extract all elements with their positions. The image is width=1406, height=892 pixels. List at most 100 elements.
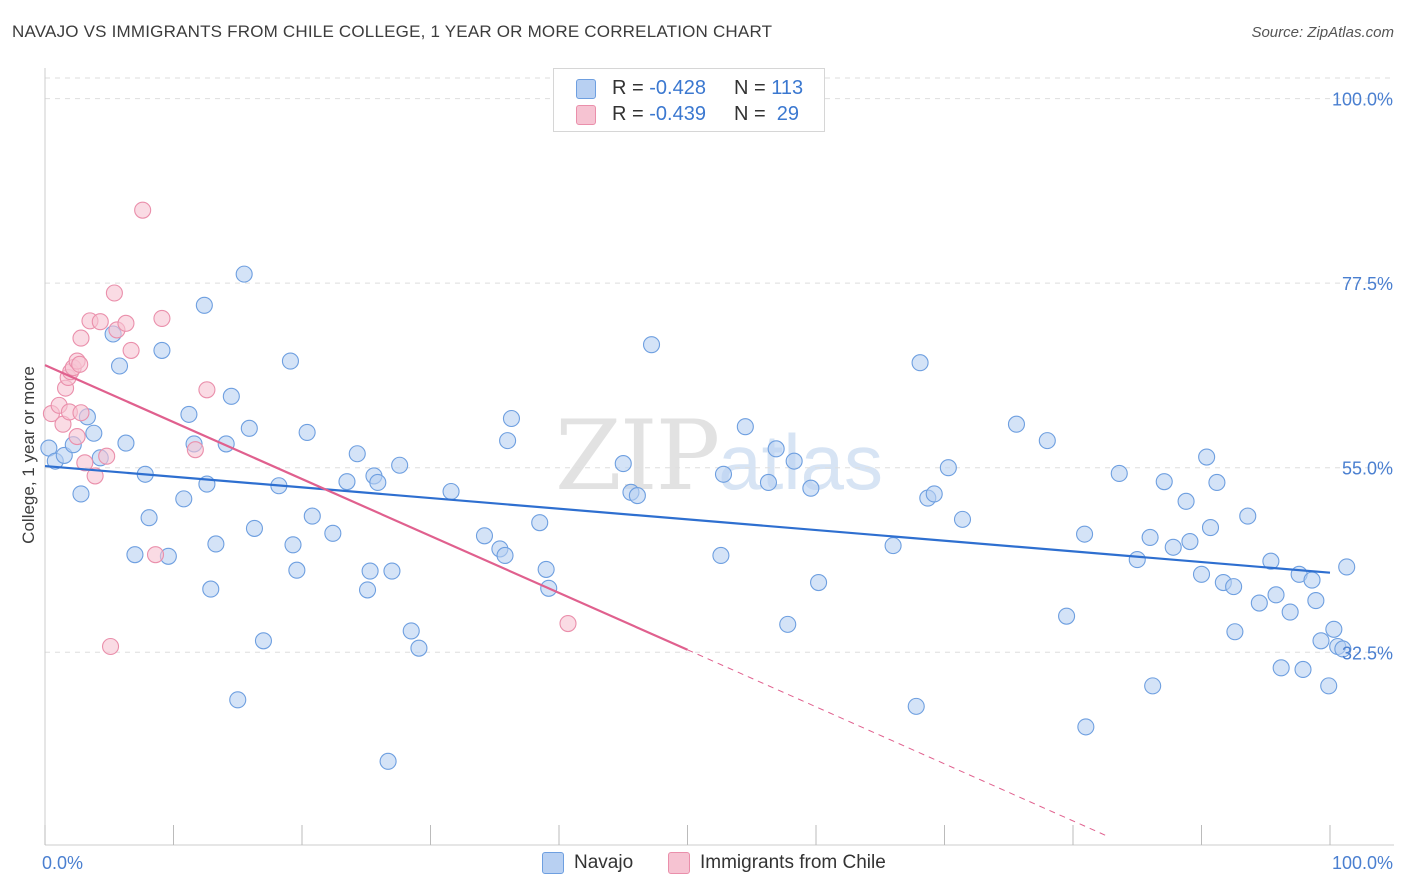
legend-row-navajo: R = -0.428 N = 113 bbox=[554, 75, 824, 101]
navajo-point bbox=[712, 546, 730, 565]
navajo-point bbox=[383, 562, 401, 580]
navajo-point bbox=[767, 440, 785, 458]
navajo-legend-swatch bbox=[542, 852, 564, 874]
legend-item-navajo[interactable]: Navajo bbox=[542, 852, 633, 874]
navajo-point bbox=[925, 485, 943, 503]
chart-title: NAVAJO VS IMMIGRANTS FROM CHILE COLLEGE,… bbox=[12, 22, 773, 41]
navajo-point bbox=[1077, 718, 1095, 736]
navajo-point bbox=[175, 490, 193, 508]
navajo-point bbox=[202, 580, 220, 598]
navajo-point bbox=[180, 405, 198, 423]
navajo-point bbox=[1250, 594, 1268, 612]
navajo-point bbox=[1239, 507, 1257, 525]
navajo-point bbox=[391, 456, 409, 474]
navajo-point bbox=[410, 639, 428, 657]
chile-point bbox=[198, 381, 216, 399]
navajo-point bbox=[1144, 677, 1162, 695]
navajo-point bbox=[1312, 632, 1330, 650]
navajo-point bbox=[195, 296, 213, 314]
navajo-point bbox=[714, 465, 733, 483]
legend-label-chile: Immigrants from Chile bbox=[700, 852, 886, 874]
navajo-point bbox=[110, 357, 129, 375]
navajo-point bbox=[1303, 571, 1321, 589]
y-tick-label: 55.0% bbox=[1342, 459, 1393, 479]
navajo-point bbox=[1128, 551, 1146, 569]
navajo-point bbox=[736, 418, 754, 436]
navajo-point bbox=[235, 265, 253, 283]
navajo-point bbox=[1192, 565, 1211, 583]
navajo-point bbox=[531, 514, 549, 532]
chile-point bbox=[153, 309, 171, 327]
navajo-point bbox=[288, 561, 306, 579]
navajo-point bbox=[1038, 432, 1056, 450]
navajo-point bbox=[1076, 525, 1094, 543]
navajo-point bbox=[911, 354, 929, 372]
chile-point bbox=[122, 341, 140, 359]
legend-row-chile: R = -0.439 N = 29 bbox=[554, 101, 824, 127]
source-label: Source: ZipAtlas.com bbox=[1251, 24, 1394, 41]
navajo-point bbox=[939, 459, 957, 477]
navajo-point bbox=[240, 419, 258, 437]
navajo-point bbox=[442, 482, 460, 501]
chile-trend-line bbox=[44, 364, 688, 651]
navajo-point bbox=[153, 341, 171, 359]
navajo-point bbox=[1307, 592, 1325, 610]
chile-points bbox=[42, 201, 577, 656]
chile-point bbox=[559, 614, 577, 633]
chile-point bbox=[105, 284, 123, 302]
navajo-point bbox=[1110, 464, 1128, 482]
n-label: N = bbox=[734, 103, 772, 125]
navajo-point bbox=[303, 507, 321, 525]
navajo-point bbox=[1226, 623, 1244, 641]
navajo-point bbox=[475, 527, 494, 545]
y-tick-label: 77.5% bbox=[1342, 274, 1393, 294]
n-value: 113 bbox=[771, 77, 804, 99]
chile-point bbox=[76, 454, 94, 472]
chile-point bbox=[117, 314, 135, 332]
chile-legend-swatch bbox=[668, 852, 690, 874]
chile-point bbox=[134, 201, 152, 219]
navajo-point bbox=[1272, 659, 1290, 677]
chile-point bbox=[91, 313, 109, 331]
navajo-point bbox=[254, 632, 273, 650]
legend-item-chile[interactable]: Immigrants from Chile bbox=[668, 852, 886, 874]
chile-swatch bbox=[576, 105, 596, 125]
navajo-point bbox=[1208, 473, 1226, 492]
navajo-point bbox=[1262, 552, 1280, 570]
navajo-point bbox=[1281, 603, 1299, 621]
navajo-point bbox=[785, 452, 803, 470]
y-tick-label: 32.5% bbox=[1342, 643, 1393, 663]
navajo-point bbox=[72, 485, 90, 503]
navajo-point bbox=[628, 487, 646, 505]
navajo-point bbox=[402, 622, 420, 640]
navajo-point bbox=[281, 352, 299, 370]
chile-point bbox=[98, 447, 116, 465]
navajo-point bbox=[1141, 528, 1159, 546]
navajo-point bbox=[1325, 620, 1343, 638]
r-value: -0.428 bbox=[649, 77, 706, 99]
navajo-point bbox=[222, 387, 240, 405]
legend-label-navajo: Navajo bbox=[574, 852, 634, 874]
chile-point bbox=[86, 467, 104, 485]
navajo-point bbox=[338, 473, 356, 491]
navajo-point bbox=[759, 473, 778, 492]
navajo-swatch bbox=[576, 79, 596, 99]
navajo-point bbox=[117, 434, 135, 452]
chile-trend-extension bbox=[687, 649, 1106, 836]
navajo-point bbox=[1201, 519, 1220, 537]
x-tick-label: 0.0% bbox=[42, 853, 83, 873]
y-tick-label: 100.0% bbox=[1332, 90, 1393, 110]
navajo-point bbox=[502, 409, 521, 428]
navajo-point bbox=[298, 423, 316, 441]
navajo-point bbox=[499, 432, 517, 450]
navajo-point bbox=[1225, 578, 1243, 596]
navajo-point bbox=[1198, 448, 1216, 466]
navajo-point bbox=[207, 535, 225, 553]
navajo-point bbox=[229, 691, 247, 709]
navajo-point bbox=[1177, 492, 1195, 510]
navajo-point bbox=[245, 519, 264, 537]
chile-point bbox=[72, 329, 90, 347]
axes bbox=[44, 68, 1394, 846]
navajo-trend-line bbox=[44, 464, 1331, 574]
